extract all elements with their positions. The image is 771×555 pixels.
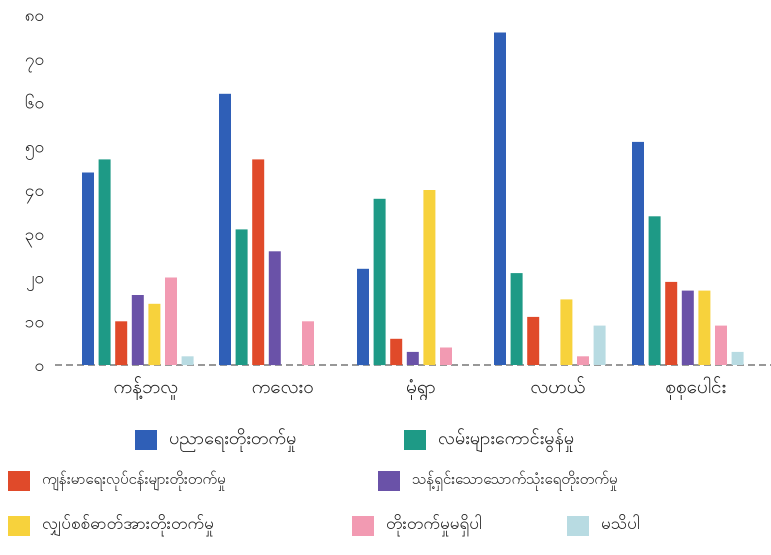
legend-label: ကျန်းမာရေးလုပ်ငန်းများတိုးတက်မှု <box>42 470 226 488</box>
bar <box>235 229 248 365</box>
x-category-label: ကန့်ဘလူ <box>114 375 179 400</box>
y-tick-label: ၅၀ <box>25 137 44 160</box>
legend-label: မသိပါ <box>601 514 640 534</box>
bar <box>577 356 589 366</box>
bars <box>82 32 744 366</box>
x-category-label: မုံရွာ <box>406 376 436 400</box>
legend-item-electricity: လျှပ်စစ်ဓာတ်အားတိုးတက်မှု <box>8 513 214 538</box>
bar <box>560 299 573 365</box>
bar <box>148 303 161 366</box>
bar <box>165 277 177 365</box>
y-axis-ticks: ၀ ၁၀ ၂၀ ၃၀ ၄၀ ၅၀ ၆၀ ၇၀ ၈၀ <box>25 6 44 376</box>
x-axis-categories: ကန့်ဘလူ ကလေးဝ မုံရွာ လဟယ် စုစုပေါင်း <box>114 375 727 400</box>
bar <box>373 198 386 366</box>
legend-item-health: ကျန်းမာရေးလုပ်ငန်းများတိုးတက်မှု <box>8 470 226 492</box>
y-tick-label: ၃၀ <box>25 225 44 248</box>
bar <box>440 347 452 365</box>
legend-swatch <box>378 471 400 491</box>
legend-label: သန့်ရှင်းသောသောက်သုံးရေတိုးတက်မှု <box>412 470 618 488</box>
legend-swatch <box>567 515 589 536</box>
legend-swatch <box>404 429 426 450</box>
y-tick-label: ၀ <box>34 356 44 376</box>
bar <box>527 316 540 365</box>
legend-label: လျှပ်စစ်ဓာတ်အားတိုးတက်မှု <box>42 514 214 534</box>
bar <box>357 268 369 366</box>
legend-swatch <box>352 515 374 536</box>
bar <box>648 216 661 366</box>
bar <box>731 351 744 365</box>
legend-item-dont-know: မသိပါ <box>567 513 640 538</box>
bar <box>252 159 265 365</box>
legend-item-roads: လမ်းများကောင်းမွန်မှု <box>404 426 574 453</box>
legend-swatch <box>8 471 30 491</box>
bar <box>82 172 94 365</box>
bar-chart: ၀ ၁၀ ၂၀ ၃၀ ၄၀ ၅၀ ၆၀ ၇၀ ၈၀ ကန့်ဘလူ ကလေးဝ မုံရွာ လဟယ်… <box>25 6 771 400</box>
legend-item-water: သန့်ရှင်းသောသောက်သုံးရေတိုးတက်မှု <box>378 470 617 492</box>
bar <box>632 141 644 365</box>
y-tick-label: ၂၀ <box>26 269 44 292</box>
y-tick-label: ၇၀ <box>25 50 44 73</box>
x-category-label: စုစုပေါင်း <box>665 375 726 400</box>
x-category-label: လဟယ် <box>530 375 585 398</box>
legend-item-education: ပညာရေးတိုးတက်မှု <box>135 426 296 453</box>
bar <box>302 321 314 366</box>
y-tick-label: ၄၀ <box>25 181 44 204</box>
bar <box>681 290 694 365</box>
x-category-label: ကလေးဝ <box>252 376 314 398</box>
bar <box>593 325 606 365</box>
bar <box>494 32 506 365</box>
bar <box>219 93 231 366</box>
bar <box>665 281 678 365</box>
bar <box>715 325 727 365</box>
legend-label: လမ်းများကောင်းမွန်မှု <box>438 428 575 449</box>
y-tick-label: ၁၀ <box>25 312 44 332</box>
bar <box>268 251 281 366</box>
bar <box>390 338 403 366</box>
bar <box>406 351 419 365</box>
bar <box>98 159 111 365</box>
bar <box>510 273 523 365</box>
legend-swatch <box>8 515 30 536</box>
legend-item-no-improvement: တိုးတက်မှုမရှိပါ <box>352 513 482 538</box>
legend-swatch <box>135 429 157 450</box>
y-tick-label: ၆၀ <box>25 93 44 114</box>
legend-label: ပညာရေးတိုးတက်မှု <box>169 428 297 449</box>
legend-label: တိုးတက်မှုမရှိပါ <box>386 514 482 534</box>
y-tick-label: ၈၀ <box>25 6 44 26</box>
bar <box>115 321 128 366</box>
bar <box>423 190 436 365</box>
bar <box>181 356 194 366</box>
bar <box>131 295 144 365</box>
bar <box>698 290 711 365</box>
